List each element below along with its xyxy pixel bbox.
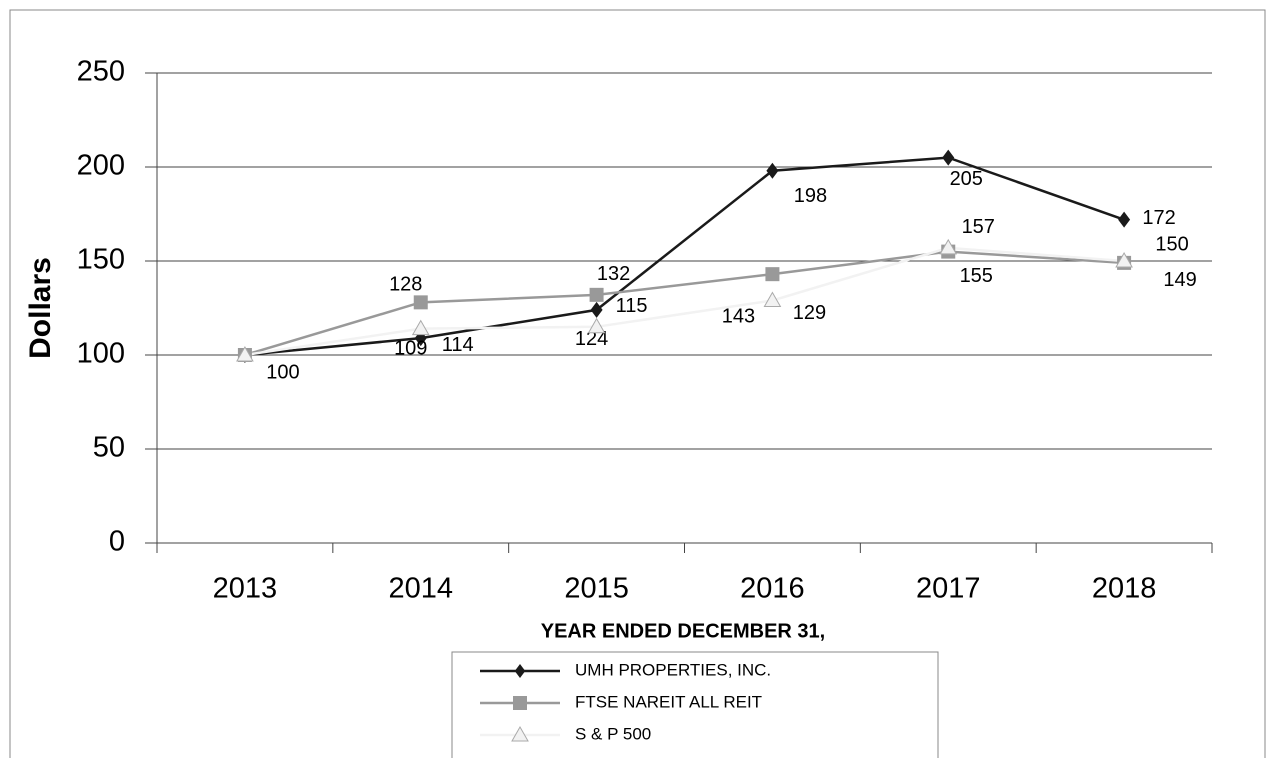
marker [942,149,955,166]
marker [236,345,254,362]
marker [413,295,428,310]
series-line [244,250,1125,357]
marker [939,238,958,255]
y-tick-label: 250 [77,56,125,88]
data-label: 124 [575,328,608,350]
data-label: 149 [1163,269,1196,291]
series-line [244,246,1125,357]
marker [766,162,779,179]
y-tick-label: 50 [93,432,125,464]
data-label: 114 [442,334,474,356]
data-label: 132 [597,263,630,285]
series-line [244,156,1125,357]
legend-marker [514,664,526,678]
marker [763,291,782,307]
legend-label: S & P 500 [575,724,651,743]
marker [590,301,603,318]
legend-marker [513,696,527,710]
x-tick-label: 2016 [740,573,805,605]
data-label: 155 [960,265,993,287]
marker [765,267,780,282]
data-label: 109 [394,337,427,359]
chart-border [9,9,1266,758]
legend-label: FTSE NAREIT ALL REIT [575,692,762,711]
marker [587,317,606,334]
x-tick-label: 2018 [1092,573,1157,605]
y-tick-label: 200 [77,150,125,182]
x-tick-label: 2014 [388,573,453,605]
y-axis-label: Dollars [24,257,57,359]
y-tick-label: 150 [77,244,125,276]
data-label: 157 [962,216,995,238]
y-tick-label: 100 [77,338,125,370]
x-tick-label: 2013 [213,573,278,605]
x-tick-label: 2015 [564,573,629,605]
data-label: 100 [266,361,299,383]
marker [589,287,604,302]
x-tick-label: 2017 [916,573,981,605]
data-label: 128 [389,274,422,296]
marker [1118,211,1131,228]
legend-marker [511,725,529,742]
data-label: 143 [722,305,755,327]
data-label: 115 [616,295,648,317]
data-label: 205 [950,168,983,190]
data-label: 172 [1142,207,1175,229]
y-tick-label: 0 [109,526,125,558]
legend-label: UMH PROPERTIES, INC. [575,660,771,679]
data-label: 198 [794,185,827,207]
marker [1115,251,1133,268]
x-axis-label: YEAR ENDED DECEMBER 31, [541,620,826,642]
legend [451,651,939,758]
data-label: 129 [793,302,826,324]
marker [411,319,430,336]
data-label: 150 [1155,233,1188,255]
